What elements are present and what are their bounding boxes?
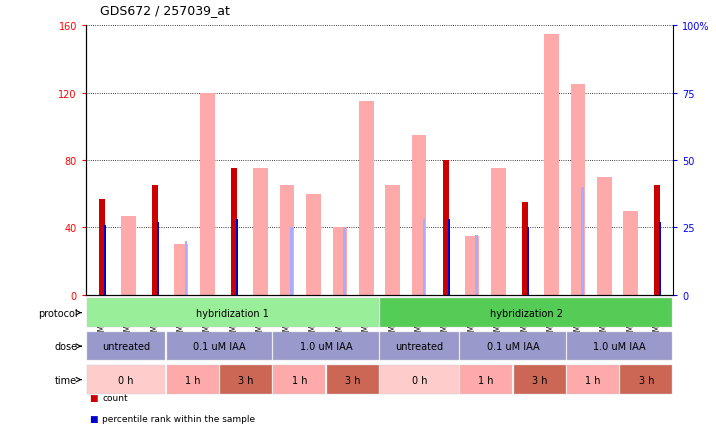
Bar [522, 203, 528, 295]
Bar [104, 225, 106, 295]
Bar [253, 169, 268, 295]
Text: time: time [55, 375, 77, 385]
Bar [306, 194, 321, 295]
Bar [231, 169, 237, 295]
Bar [412, 135, 427, 295]
Text: 0 h: 0 h [412, 375, 427, 385]
Text: dose: dose [54, 342, 77, 351]
Text: count: count [102, 393, 128, 402]
Bar [359, 102, 374, 295]
Text: untreated: untreated [395, 342, 444, 351]
Text: hybridization 1: hybridization 1 [196, 308, 269, 318]
Bar [581, 187, 584, 295]
Bar [491, 169, 505, 295]
Text: 1 h: 1 h [478, 375, 494, 385]
Bar [99, 199, 105, 295]
Text: 0 h: 0 h [118, 375, 134, 385]
Text: 0.1 uM IAA: 0.1 uM IAA [487, 342, 539, 351]
Bar [659, 223, 662, 295]
Text: ■: ■ [90, 414, 98, 423]
Text: hybridization 2: hybridization 2 [490, 308, 563, 318]
Bar [280, 186, 294, 295]
Bar [475, 236, 478, 295]
Bar [571, 85, 585, 295]
Text: 1 h: 1 h [585, 375, 601, 385]
Text: 3 h: 3 h [238, 375, 253, 385]
Text: GDS672 / 257039_at: GDS672 / 257039_at [100, 4, 230, 17]
Bar [654, 186, 660, 295]
Bar [291, 228, 293, 295]
Text: 1 h: 1 h [185, 375, 200, 385]
Text: percentile rank within the sample: percentile rank within the sample [102, 414, 256, 423]
Bar [152, 186, 158, 295]
Text: 3 h: 3 h [532, 375, 547, 385]
Bar [236, 220, 238, 295]
Text: 3 h: 3 h [345, 375, 361, 385]
Bar [200, 93, 215, 295]
Bar [422, 220, 425, 295]
Text: 0.1 uM IAA: 0.1 uM IAA [193, 342, 246, 351]
Bar [343, 228, 346, 295]
Bar [174, 245, 188, 295]
Bar [624, 211, 638, 295]
Bar [157, 223, 159, 295]
Bar [544, 34, 558, 295]
Text: 3 h: 3 h [639, 375, 654, 385]
Text: 1.0 uM IAA: 1.0 uM IAA [594, 342, 646, 351]
Text: 1 h: 1 h [291, 375, 307, 385]
Text: 1.0 uM IAA: 1.0 uM IAA [300, 342, 352, 351]
Bar [121, 216, 135, 295]
Bar [385, 186, 400, 295]
Bar [597, 178, 611, 295]
Bar [448, 220, 450, 295]
Bar [332, 228, 347, 295]
Text: untreated: untreated [102, 342, 150, 351]
Text: ■: ■ [90, 393, 98, 402]
Bar [442, 161, 448, 295]
Bar [465, 236, 479, 295]
Text: protocol: protocol [38, 308, 77, 318]
Bar [527, 228, 529, 295]
Bar [185, 241, 187, 295]
